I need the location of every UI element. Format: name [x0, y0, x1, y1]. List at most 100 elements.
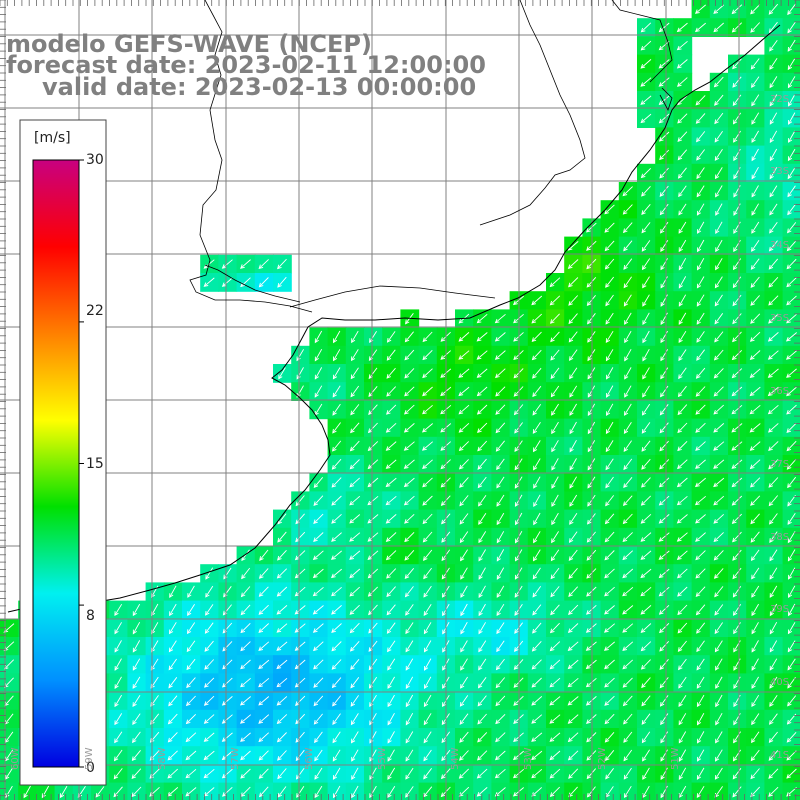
wind-arrow [658, 477, 670, 488]
wind-arrow [694, 22, 706, 33]
wind-arrow [185, 732, 197, 743]
wind-arrow [458, 332, 470, 342]
wind-arrow [715, 167, 723, 180]
wind-arrow [769, 658, 778, 671]
wind-arrow [405, 731, 414, 744]
wind-arrow [769, 513, 778, 525]
wind-arrow [203, 277, 215, 287]
wind-arrow [132, 731, 141, 744]
wind-arrow [549, 313, 560, 324]
wind-arrow [478, 640, 487, 653]
wind-arrow [677, 622, 688, 634]
wind-arrow [349, 568, 361, 579]
wind-arrow [659, 677, 669, 689]
wind-arrow [531, 787, 543, 797]
wind-arrow [659, 149, 670, 161]
wind-arrow [750, 749, 760, 762]
wind-arrow [768, 295, 779, 306]
wind-arrow [623, 477, 633, 489]
wind-arrow [676, 40, 688, 51]
wind-arrow [131, 786, 142, 798]
wind-arrow [751, 166, 759, 180]
wind-arrow [423, 567, 432, 580]
wind-arrow [787, 39, 796, 52]
wind-arrow [604, 605, 615, 615]
wind-arrow [768, 276, 779, 288]
wind-arrow [495, 440, 505, 452]
wind-arrow [385, 477, 397, 488]
wind-arrow [732, 276, 742, 289]
wind-arrow [222, 786, 233, 797]
wind-arrow [386, 568, 397, 579]
wind-arrow [533, 476, 541, 489]
wind-arrow [387, 712, 395, 726]
wind-arrow [678, 203, 687, 216]
wind-arrow [351, 785, 359, 799]
wind-arrow [294, 659, 306, 670]
wind-arrow [331, 532, 342, 542]
wind-arrow [423, 731, 432, 744]
lon-label-54w: 54W [450, 747, 461, 770]
wind-arrow [531, 295, 543, 306]
wind-arrow [696, 349, 705, 361]
wind-arrow [660, 713, 669, 726]
wind-arrow [276, 732, 287, 743]
wind-arrow [676, 477, 688, 488]
wind-arrow [295, 713, 306, 725]
wind-arrow [658, 40, 670, 51]
wind-arrow [622, 550, 634, 561]
wind-arrow [714, 149, 723, 161]
wind-arrow [478, 494, 487, 507]
wind-arrow [278, 367, 286, 380]
wind-arrow [349, 604, 360, 615]
wind-arrow [731, 404, 743, 415]
wind-arrow [767, 350, 779, 360]
wind-arrow [495, 677, 506, 689]
wind-arrow [731, 4, 743, 15]
wind-arrow [677, 113, 688, 124]
wind-arrow [787, 222, 797, 234]
wind-arrow [622, 568, 634, 579]
wind-arrow [531, 750, 543, 761]
wind-arrow [767, 404, 779, 415]
wind-arrow [696, 640, 705, 653]
wind-arrow [606, 403, 614, 417]
wind-arrow [568, 586, 579, 597]
wind-arrow [367, 422, 378, 434]
wind-arrow [403, 441, 415, 451]
wind-arrow [660, 239, 669, 252]
wind-arrow [678, 257, 687, 271]
wind-arrow [240, 604, 251, 616]
wind-arrow [749, 368, 761, 379]
wind-arrow [622, 586, 634, 597]
wind-arrow [786, 768, 797, 779]
wind-arrow [258, 768, 269, 779]
wind-arrow [114, 603, 123, 616]
wind-arrow [769, 603, 778, 617]
wind-arrow [678, 676, 687, 689]
wind-arrow [114, 658, 122, 671]
wind-arrow [533, 512, 541, 526]
wind-arrow [531, 640, 542, 652]
wind-arrow [314, 330, 323, 344]
wind-arrow [294, 586, 306, 597]
wind-arrow [768, 240, 778, 252]
wind-arrow [350, 677, 360, 689]
wind-arrow [114, 731, 123, 744]
wind-arrow [714, 130, 723, 143]
wind-arrow [494, 787, 506, 797]
colorbar-tick-15: 15 [86, 456, 104, 472]
wind-arrow [5, 767, 13, 780]
wind-arrow [640, 568, 652, 579]
wind-arrow [623, 749, 633, 762]
wind-arrow [168, 695, 178, 707]
wind-arrow [422, 368, 433, 379]
wind-arrow [551, 476, 559, 489]
wind-arrow [41, 785, 50, 799]
wind-arrow [695, 404, 706, 415]
wind-arrow [658, 568, 670, 579]
colorbar-gradient [32, 159, 80, 768]
wind-arrow [768, 768, 779, 779]
wind-arrow [604, 513, 615, 525]
